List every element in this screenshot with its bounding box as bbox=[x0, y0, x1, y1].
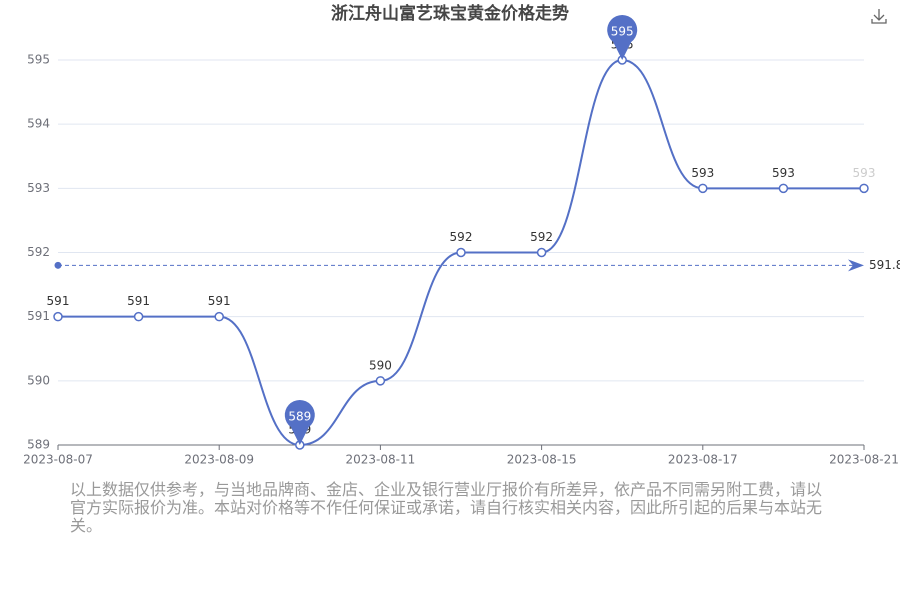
value-label: 591 bbox=[127, 294, 150, 308]
y-tick-label: 592 bbox=[27, 245, 50, 259]
value-label: 590 bbox=[369, 358, 392, 372]
x-tick-label: 2023-08-11 bbox=[346, 453, 416, 467]
value-label: 591 bbox=[208, 294, 231, 308]
x-tick-label: 2023-08-15 bbox=[507, 453, 577, 467]
average-label: 591.8 bbox=[869, 258, 900, 272]
point bbox=[859, 183, 869, 194]
y-tick-label: 591 bbox=[27, 309, 50, 323]
download-icon[interactable] bbox=[871, 9, 887, 24]
x-tick-label: 2023-08-21 bbox=[829, 453, 899, 467]
y-tick-label: 589 bbox=[27, 438, 50, 452]
y-tick-label: 594 bbox=[27, 117, 50, 131]
point bbox=[214, 311, 224, 322]
point bbox=[375, 376, 386, 386]
x-tick-label: 2023-08-17 bbox=[668, 453, 738, 467]
point bbox=[698, 183, 708, 194]
value-label: 593 bbox=[772, 166, 795, 180]
y-tick-label: 590 bbox=[27, 373, 50, 387]
pin bbox=[284, 400, 315, 445]
average-start bbox=[54, 261, 62, 269]
value-label: 591 bbox=[47, 294, 70, 308]
point bbox=[778, 183, 789, 194]
chart-title: 浙江舟山富艺珠宝黄金价格走势 bbox=[331, 3, 569, 24]
pin-label: 589 bbox=[288, 410, 311, 424]
point bbox=[133, 311, 144, 322]
value-label: 592 bbox=[450, 230, 473, 244]
x-tick-label: 2023-08-07 bbox=[23, 453, 93, 467]
pin bbox=[607, 15, 638, 60]
x-tick-label: 2023-08-09 bbox=[184, 453, 254, 467]
point bbox=[53, 311, 63, 322]
y-tick-label: 595 bbox=[27, 53, 50, 67]
y-tick-label: 593 bbox=[27, 181, 50, 195]
value-label: 592 bbox=[530, 230, 553, 244]
point bbox=[456, 247, 466, 258]
average-arrow bbox=[848, 259, 864, 272]
value-label: 593 bbox=[853, 166, 876, 180]
pin-label: 595 bbox=[611, 25, 634, 39]
disclaimer: 以上数据仅供参考，与当地品牌商、金店、企业及银行营业厅报价有所差异，依产品不同需… bbox=[70, 480, 823, 535]
value-label: 593 bbox=[691, 166, 714, 180]
point bbox=[536, 247, 547, 258]
